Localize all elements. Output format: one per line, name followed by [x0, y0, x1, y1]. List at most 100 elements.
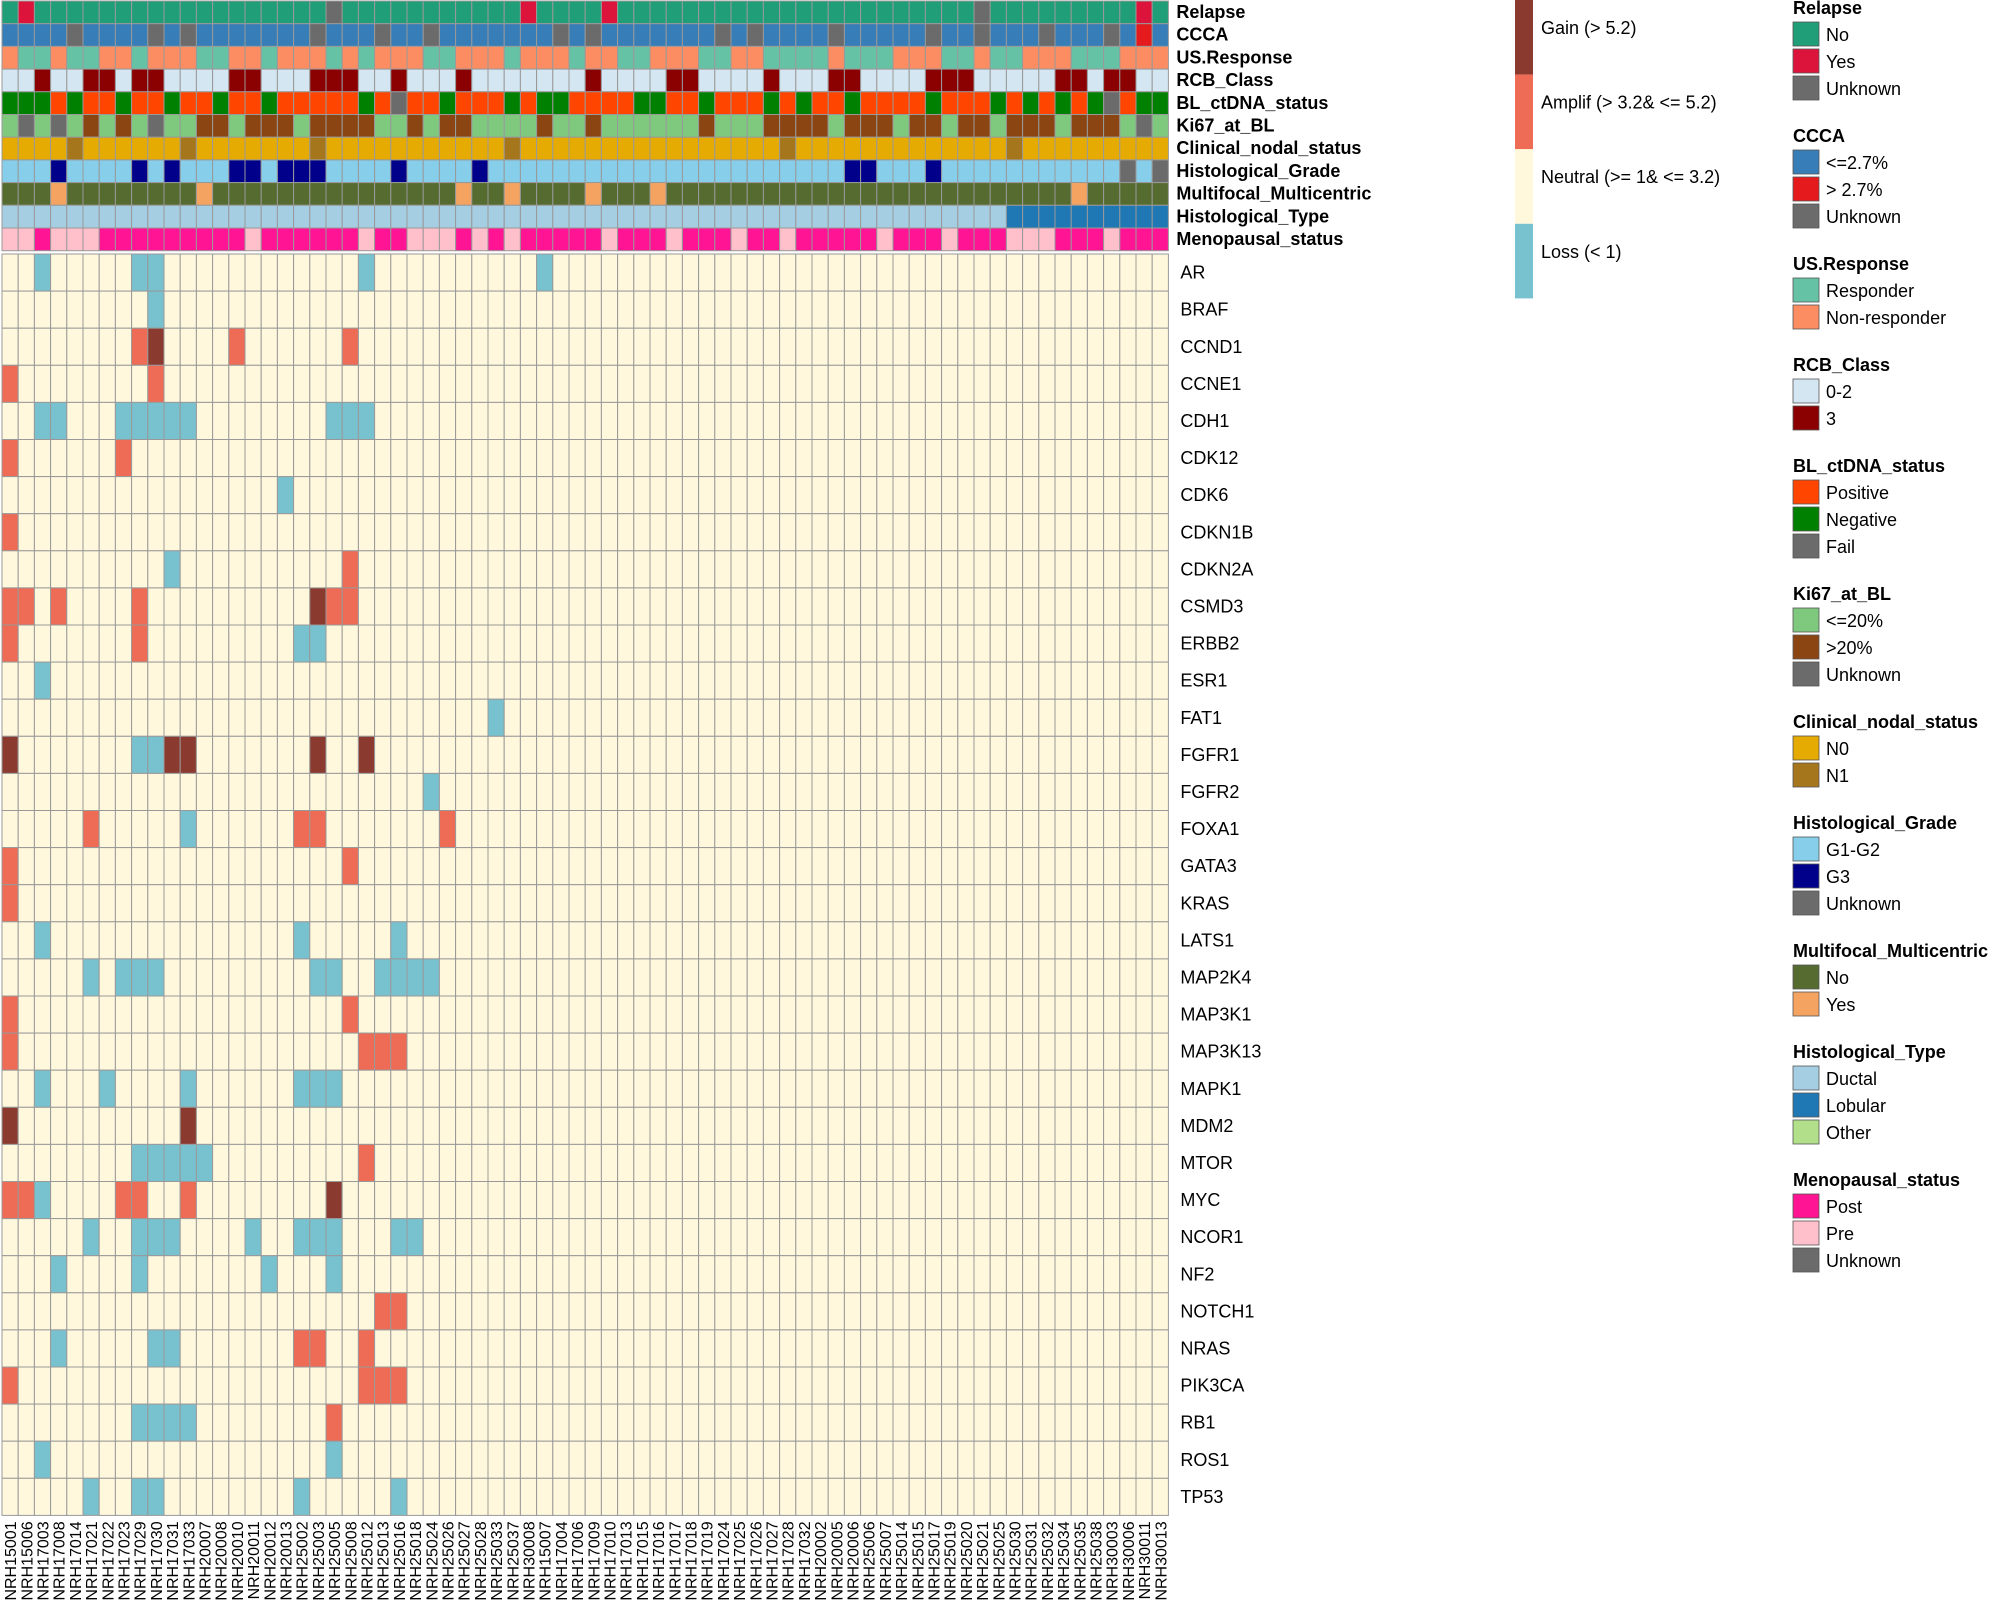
heatmap-cell: [260, 698, 278, 737]
heatmap-cell: [1135, 1292, 1153, 1331]
annotation-cell: [260, 204, 278, 229]
annotation-cell: [924, 204, 943, 229]
heatmap-cell: [1070, 364, 1088, 403]
annotation-cell: [811, 204, 829, 229]
annotation-cell: [50, 182, 68, 206]
annotation-cell: [179, 0, 197, 25]
annotation-cell: [455, 182, 473, 206]
heatmap-cell: [98, 1143, 116, 1183]
annotation-cell: [827, 91, 845, 116]
heatmap-cell: [876, 1292, 894, 1331]
heatmap-cell: [811, 1032, 829, 1071]
heatmap-cell: [957, 847, 975, 886]
heatmap-cell: [552, 735, 570, 774]
heatmap-cell: [989, 327, 1007, 366]
annotation-cell: [811, 68, 829, 93]
heatmap-cell: [941, 1255, 959, 1294]
heatmap-cell: [941, 1106, 959, 1145]
annotation-cell: [762, 159, 781, 184]
annotation-cell: [600, 159, 619, 184]
heatmap-cell: [649, 550, 667, 589]
heatmap-cell: [876, 327, 894, 366]
heatmap-cell: [600, 661, 619, 700]
heatmap-cell: [1070, 1218, 1088, 1257]
annotation-cell: [114, 0, 133, 25]
heatmap-cell: [33, 513, 52, 552]
heatmap-cell: [1054, 1403, 1072, 1442]
heatmap-cell: [455, 1218, 473, 1257]
heatmap-cell: [455, 884, 473, 923]
heatmap-cell: [406, 1366, 424, 1405]
heatmap-cell: [33, 624, 52, 663]
heatmap-cell: [811, 1477, 829, 1516]
heatmap-cell: [66, 364, 84, 403]
heatmap-cell: [1151, 364, 1169, 403]
heatmap-cell: [195, 587, 214, 626]
heatmap-cell: [179, 921, 197, 960]
heatmap-cell: [471, 810, 489, 849]
heatmap-cell: [131, 1181, 149, 1220]
heatmap-cell: [600, 772, 619, 812]
heatmap-cell: [179, 698, 197, 737]
annotation-cell: [698, 0, 716, 25]
heatmap-cell: [1151, 847, 1169, 886]
heatmap-cell: [989, 995, 1007, 1034]
heatmap-cell: [1038, 735, 1056, 774]
annotation-cell: [568, 136, 586, 161]
heatmap-cell: [503, 401, 521, 440]
heatmap-cell: [633, 327, 651, 366]
heatmap-cell: [260, 1143, 278, 1183]
heatmap-cell: [795, 550, 813, 589]
heatmap-cell: [455, 364, 473, 403]
annotation-cell: [552, 0, 570, 25]
heatmap-cell: [681, 735, 700, 774]
heatmap-cell: [957, 1181, 975, 1220]
heatmap-cell: [114, 1255, 133, 1294]
heatmap-cell: [1, 772, 19, 812]
heatmap-cell: [730, 401, 748, 440]
annotation-cell: [33, 68, 52, 93]
annotation-cell: [114, 159, 133, 184]
heatmap-cell: [341, 810, 359, 849]
annotation-cell: [600, 45, 619, 70]
heatmap-cell: [795, 401, 813, 440]
heatmap-cell: [503, 958, 521, 997]
annotation-cell: [600, 114, 619, 138]
heatmap-cell: [293, 810, 311, 849]
heatmap-cell: [212, 1292, 230, 1331]
heatmap-cell: [843, 958, 862, 997]
heatmap-cell: [698, 513, 716, 552]
legend-item-label: <=20%: [1826, 611, 1883, 631]
heatmap-cell: [17, 1218, 35, 1257]
heatmap-cell: [600, 327, 619, 366]
heatmap-cell: [633, 772, 651, 812]
heatmap-cell: [438, 1329, 457, 1368]
heatmap-cell: [1054, 1106, 1072, 1145]
heatmap-cell: [795, 1218, 813, 1257]
annotation-cell: [617, 68, 635, 93]
heatmap-cell: [536, 1181, 554, 1220]
annotation-cell: [617, 227, 635, 252]
annotation-cell: [147, 159, 165, 184]
heatmap-cell: [681, 772, 700, 812]
heatmap-cell: [973, 290, 991, 329]
heatmap-cell: [552, 1032, 570, 1071]
annotation-cell: [438, 91, 457, 116]
heatmap-cell: [82, 1366, 100, 1405]
heatmap-cell: [406, 995, 424, 1034]
heatmap-cell: [228, 624, 246, 663]
heatmap-cell: [681, 1143, 700, 1183]
heatmap-cell: [33, 810, 52, 849]
annotation-cell: [438, 136, 457, 161]
gene-label: BRAF: [1180, 300, 1228, 320]
annotation-cell: [1135, 204, 1153, 229]
sample-label: NRH25013: [376, 1521, 393, 1600]
heatmap-cell: [892, 1143, 910, 1183]
heatmap-cell: [131, 1032, 149, 1071]
heatmap-cell: [309, 958, 327, 997]
heatmap-cell: [487, 661, 505, 700]
heatmap-cell: [212, 772, 230, 812]
heatmap-cell: [908, 364, 926, 403]
annotation-cell: [228, 182, 246, 206]
heatmap-cell: [1103, 921, 1121, 960]
